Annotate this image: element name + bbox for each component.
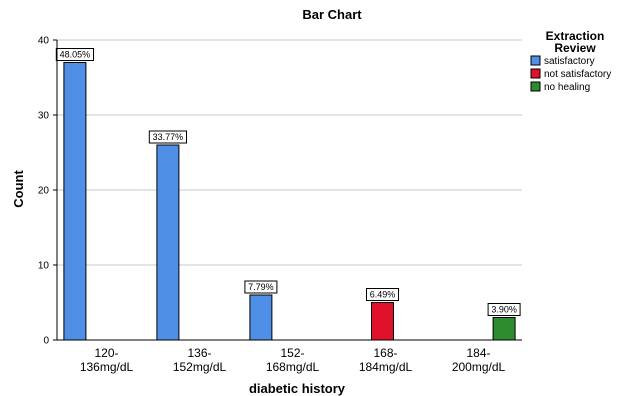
- y-tick-label: 10: [38, 261, 50, 272]
- y-axis-ticks: 0 10 20 30 40: [38, 36, 57, 347]
- legend-item: no healing: [530, 81, 590, 93]
- bar: [249, 294, 273, 341]
- x-tick-label-line: 184mg/dL: [359, 360, 413, 374]
- data-label-box: [55, 48, 94, 61]
- x-tick-label-line: 184-: [466, 346, 490, 360]
- data-label: 6.49%: [366, 288, 399, 301]
- y-tick-label: 0: [43, 336, 49, 347]
- bar: [63, 62, 87, 341]
- legend-label: satisfactory: [544, 56, 595, 67]
- x-tick-label-line: 152mg/dL: [173, 360, 227, 374]
- bars: [63, 62, 516, 341]
- x-tick-label: 184-200mg/dL: [452, 346, 506, 374]
- data-label-box: [487, 303, 521, 316]
- y-tick-label: 20: [38, 186, 50, 197]
- y-axis-title: Count: [11, 170, 26, 208]
- x-tick-label-line: 200mg/dL: [452, 360, 506, 374]
- data-label-box: [148, 130, 188, 144]
- gridlines: [57, 39, 522, 266]
- legend-title: Review: [554, 41, 596, 55]
- x-tick-label-line: 152-: [280, 346, 304, 360]
- y-tick-label: 30: [38, 111, 50, 122]
- x-tick-label: 120-136mg/dL: [80, 346, 134, 374]
- legend-label: no healing: [544, 82, 590, 93]
- data-label-box: [244, 280, 278, 294]
- data-label: 48.05%: [55, 48, 94, 61]
- y-tick-label: 40: [38, 36, 50, 47]
- legend-label: not satisfactory: [544, 69, 611, 80]
- legend-swatch: [530, 55, 541, 66]
- legend-swatch: [530, 81, 541, 92]
- data-label-text: 48.05%: [60, 50, 91, 60]
- bar: [371, 302, 394, 341]
- bar: [156, 144, 180, 341]
- x-tick-label-line: 168-: [373, 346, 397, 360]
- data-label: 33.77%: [148, 130, 188, 144]
- x-tick-label-line: 136-: [187, 346, 211, 360]
- legend-item: not satisfactory: [530, 68, 611, 80]
- data-label-text: 7.79%: [248, 282, 274, 292]
- data-label-text: 33.77%: [153, 132, 184, 142]
- legend-item: satisfactory: [530, 55, 595, 67]
- data-label-box: [366, 288, 399, 301]
- data-label-text: 6.49%: [370, 290, 396, 300]
- x-tick-label: 152-168mg/dL: [266, 346, 320, 374]
- x-tick-label-line: 168mg/dL: [266, 360, 320, 374]
- x-tick-label: 136-152mg/dL: [173, 346, 227, 374]
- data-label: 3.90%: [487, 303, 521, 316]
- x-tick-label-line: 120-: [94, 346, 118, 360]
- chart-title: Bar Chart: [302, 7, 362, 22]
- x-axis-ticks: 120-136mg/dL 136-152mg/dL 152-168mg/dL 168-…: [80, 346, 506, 374]
- x-tick-label: 168-184mg/dL: [359, 346, 413, 374]
- x-tick-label-line: 136mg/dL: [80, 360, 134, 374]
- legend-swatch: [530, 68, 541, 79]
- data-label: 7.79%: [244, 280, 278, 294]
- x-axis-title: diabetic history: [249, 381, 346, 396]
- data-labels: 48.05% 33.77% 7.79% 6.49% 3.90%: [55, 48, 521, 316]
- data-label-text: 3.90%: [491, 305, 517, 315]
- legend-title: Extraction: [546, 29, 605, 43]
- bar: [492, 317, 516, 341]
